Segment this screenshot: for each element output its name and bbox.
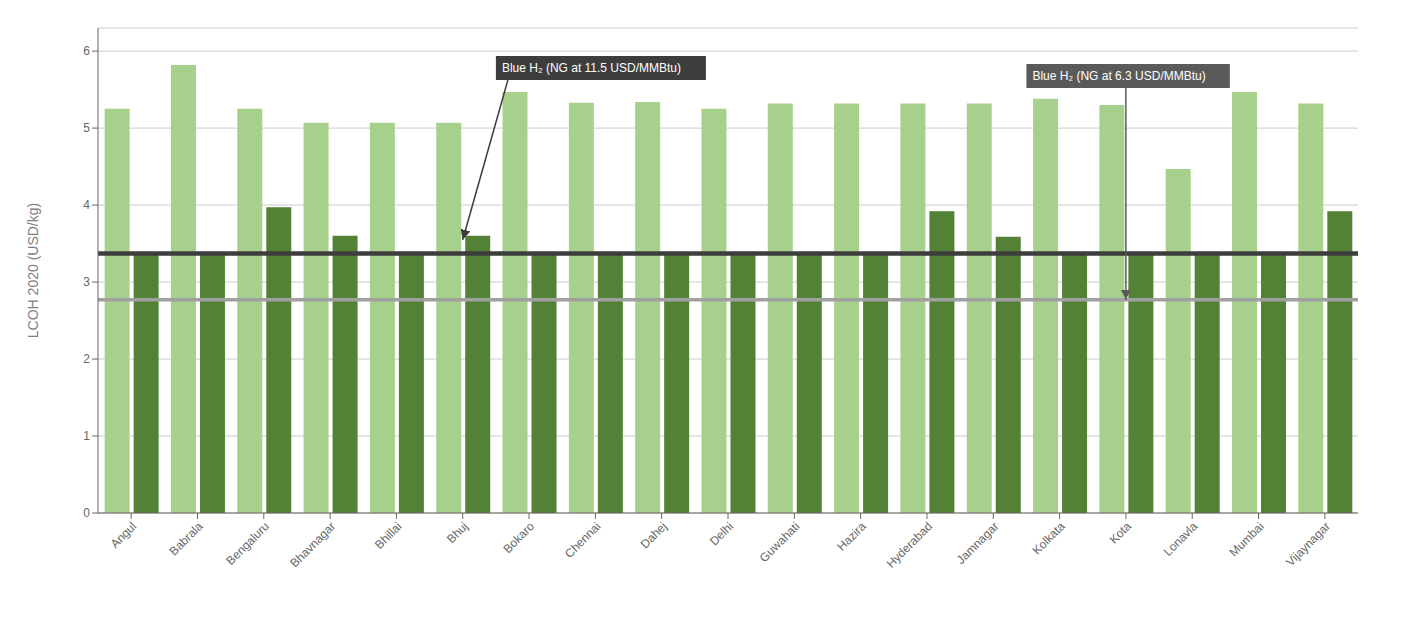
svg-text:Hazira: Hazira	[834, 519, 869, 554]
svg-text:5: 5	[83, 121, 90, 135]
svg-text:3: 3	[83, 275, 90, 289]
svg-text:1: 1	[83, 429, 90, 443]
svg-text:Bhuj: Bhuj	[444, 519, 471, 546]
svg-text:Bokaro: Bokaro	[500, 519, 537, 556]
svg-text:Jamnagar: Jamnagar	[954, 519, 1002, 567]
svg-text:Lonavla: Lonavla	[1161, 519, 1201, 559]
svg-text:4: 4	[83, 198, 90, 212]
svg-text:Blue H₂ (NG at 11.5 USD/MMBtu): Blue H₂ (NG at 11.5 USD/MMBtu)	[502, 61, 681, 75]
svg-text:Dahej: Dahej	[638, 519, 670, 551]
svg-text:Bengaluru: Bengaluru	[223, 519, 272, 568]
svg-text:LCOH 2020 (USD/kg): LCOH 2020 (USD/kg)	[25, 203, 41, 338]
svg-text:Bhavnagar: Bhavnagar	[287, 519, 338, 570]
svg-text:Vijaynagar: Vijaynagar	[1283, 519, 1333, 569]
svg-text:6: 6	[83, 44, 90, 58]
svg-text:Bhillai: Bhillai	[372, 519, 405, 552]
svg-text:Babrala: Babrala	[166, 519, 205, 558]
svg-text:Kota: Kota	[1107, 519, 1135, 547]
svg-text:Chennai: Chennai	[562, 519, 604, 561]
svg-text:Kolkata: Kolkata	[1030, 519, 1068, 557]
svg-text:Mumbai: Mumbai	[1227, 519, 1267, 559]
svg-text:Delhi: Delhi	[707, 519, 736, 548]
svg-text:0: 0	[83, 506, 90, 520]
svg-text:Guwahati: Guwahati	[757, 519, 803, 565]
svg-text:2: 2	[83, 352, 90, 366]
svg-text:Hyderabad: Hyderabad	[884, 519, 935, 570]
svg-text:Blue H₂ (NG at 6.3 USD/MMBtu): Blue H₂ (NG at 6.3 USD/MMBtu)	[1032, 69, 1205, 83]
svg-text:Angul: Angul	[108, 519, 140, 551]
